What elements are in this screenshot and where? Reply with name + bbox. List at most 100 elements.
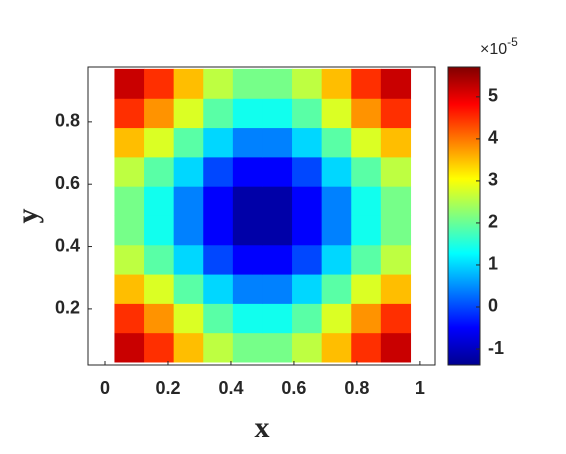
heatmap-cell	[292, 332, 323, 363]
colorbar-tick-label: 2	[488, 212, 498, 232]
heatmap-cell	[173, 186, 204, 216]
heatmap-cell	[144, 98, 175, 129]
heatmap-cell	[380, 244, 412, 275]
heatmap-cell	[144, 186, 175, 216]
heatmap-cell	[292, 156, 323, 187]
heatmap-cell	[203, 68, 234, 99]
heatmap-cell	[351, 332, 382, 363]
heatmap-cell	[114, 332, 145, 363]
heatmap-cell	[203, 127, 234, 158]
heatmap-cell	[380, 98, 412, 129]
y-tick-label: 0.8	[55, 111, 80, 131]
heatmap-cell	[203, 303, 234, 334]
heatmap-cell	[351, 215, 382, 246]
heatmap-cell	[262, 98, 293, 129]
heatmap-cell	[114, 127, 145, 158]
heatmap-cell	[321, 215, 352, 246]
y-tick-label: 0.4	[55, 235, 80, 255]
heatmap-cell	[144, 244, 175, 275]
heatmap-cell	[144, 127, 175, 158]
heatmap-cell	[203, 273, 234, 304]
heatmap-cell	[321, 273, 352, 304]
heatmap-cell	[262, 273, 293, 304]
heatmap-cell	[351, 273, 382, 304]
heatmap-cell	[173, 332, 204, 363]
heatmap-cell	[351, 156, 382, 187]
heatmap-cell	[351, 186, 382, 216]
heatmap-cell	[380, 156, 412, 187]
heatmap-cell	[380, 215, 412, 246]
heatmap-cell	[321, 332, 352, 363]
heatmap-cell	[351, 127, 382, 158]
heatmap-cell	[292, 215, 323, 246]
heatmap-cell	[262, 215, 293, 246]
heatmap-cell	[144, 273, 175, 304]
heatmap-cell	[232, 244, 264, 275]
colorbar-tick-label: 1	[488, 254, 498, 274]
heatmap-cell	[262, 303, 293, 334]
heatmap-cell	[173, 156, 204, 187]
colorbar-tick-label: 0	[488, 296, 498, 316]
heatmap-cell	[203, 186, 234, 216]
x-tick-label: 0.2	[155, 378, 180, 398]
colorbar-tick-label: 4	[488, 128, 498, 148]
heatmap-cell	[173, 215, 204, 246]
colorbar-multiplier: ×10-5	[480, 35, 518, 58]
heatmap-cell	[173, 68, 204, 99]
heatmap-cell	[380, 303, 412, 334]
heatmap-cell	[232, 186, 264, 216]
heatmap-cell	[351, 303, 382, 334]
heatmap-cell	[144, 68, 175, 99]
x-tick-label: 0	[100, 378, 110, 398]
heatmap-cell	[232, 332, 264, 363]
y-tick-label: 0.2	[55, 298, 80, 318]
multiplier-base: ×10	[480, 41, 507, 58]
heatmap-cell	[262, 156, 293, 187]
heatmap-cell	[292, 127, 323, 158]
heatmap-cell	[203, 332, 234, 363]
heatmap-cell	[144, 215, 175, 246]
axes-box	[87, 66, 436, 366]
heatmap-cell	[351, 244, 382, 275]
heatmap	[114, 68, 412, 363]
x-axis-label: x	[255, 411, 270, 444]
heatmap-cell	[114, 215, 145, 246]
heatmap-cell	[114, 98, 145, 129]
heatmap-cell	[173, 273, 204, 304]
heatmap-cell	[262, 68, 293, 99]
heatmap-cell	[203, 156, 234, 187]
heatmap-cell	[380, 68, 412, 99]
heatmap-cell	[203, 215, 234, 246]
heatmap-cell	[144, 156, 175, 187]
heatmap-cell	[321, 186, 352, 216]
heatmap-cell	[114, 244, 145, 275]
heatmap-cell	[351, 98, 382, 129]
heatmap-cell	[262, 186, 293, 216]
heatmap-cell	[114, 303, 145, 334]
x-tick-label: 0.6	[281, 378, 306, 398]
heatmap-cell	[380, 127, 412, 158]
heatmap-cell	[351, 68, 382, 99]
heatmap-cell	[321, 68, 352, 99]
heatmap-cell	[380, 332, 412, 363]
heatmap-cell	[173, 127, 204, 158]
heatmap-cell	[292, 273, 323, 304]
heatmap-cell	[321, 244, 352, 275]
heatmap-cell	[292, 244, 323, 275]
heatmap-cell	[203, 244, 234, 275]
heatmap-cell	[321, 127, 352, 158]
heatmap-cell	[144, 303, 175, 334]
heatmap-cell	[114, 156, 145, 187]
heatmap-cell	[144, 332, 175, 363]
y-axis-label: y	[11, 209, 44, 224]
heatmap-cell	[321, 303, 352, 334]
heatmap-cell	[262, 332, 293, 363]
x-tick-label: 1	[415, 378, 425, 398]
heatmap-cell	[292, 186, 323, 216]
y-tick-label: 0.6	[55, 173, 80, 193]
heatmap-cell	[232, 68, 264, 99]
heatmap-cell	[203, 98, 234, 129]
x-tick-label: 0.4	[218, 378, 243, 398]
heatmap-cell	[262, 127, 293, 158]
